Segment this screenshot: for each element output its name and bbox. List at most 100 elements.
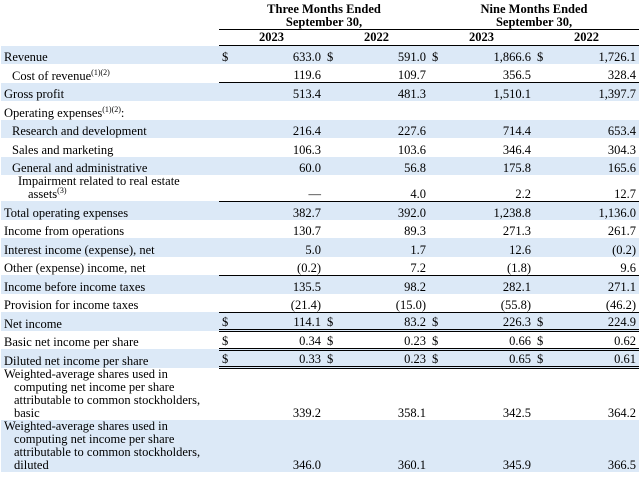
value: 2.2 (515, 186, 531, 201)
label-text: General and administrative (4, 162, 219, 175)
value: 106.3 (292, 142, 321, 157)
value: 346.4 (502, 142, 531, 157)
value-cell: 342.5 (443, 368, 534, 420)
value: 7.2 (410, 260, 426, 275)
label: Income before income taxes (4, 279, 146, 294)
value-cell: 0.65 (443, 349, 534, 369)
value: 0.65 (509, 352, 531, 366)
period-header: Three Months Ended September 30, (219, 0, 429, 30)
currency-cell: $ (219, 330, 233, 351)
currency-symbol: $ (327, 50, 334, 64)
value-cell: 0.62 (548, 330, 640, 351)
value-cell: 633.0 (233, 45, 324, 64)
value: (21.4) (290, 297, 321, 312)
value: (55.8) (500, 297, 531, 312)
value-cell: 5.0 (233, 238, 324, 257)
value-cell: 216.4 (233, 119, 324, 138)
value-cell: 103.6 (338, 138, 429, 157)
value-cell: 364.2 (548, 368, 639, 420)
currency-cell (219, 238, 233, 257)
value: 216.4 (292, 124, 321, 138)
currency-cell: $ (324, 45, 338, 64)
label: Operating expenses (4, 105, 103, 120)
currency-cell (429, 64, 443, 83)
corner (1, 0, 219, 30)
label-text: Impairment related to real estate assets… (4, 175, 219, 201)
table-row: Income from operations 130.7 89.3 271.3 261.… (1, 220, 639, 239)
value: 366.5 (607, 457, 637, 472)
value-cell: 89.3 (338, 220, 429, 239)
value-cell: (46.2) (548, 293, 640, 313)
value-cell: 7.2 (338, 256, 429, 276)
value-cell: 12.6 (443, 238, 534, 257)
currency-cell (429, 101, 443, 120)
currency-cell: $ (429, 330, 443, 351)
label-text: Other (expense) income, net (4, 262, 219, 275)
currency-cell (219, 138, 233, 157)
currency-cell (219, 101, 233, 120)
value: (0.2) (612, 242, 637, 257)
currency-cell (219, 368, 233, 420)
value: 1,510.1 (493, 87, 532, 101)
value: 5.0 (305, 242, 321, 257)
currency-cell (429, 82, 443, 101)
value: 1,726.1 (598, 50, 637, 64)
row-label: Revenue (1, 45, 219, 64)
value-cell: 130.7 (233, 220, 324, 239)
currency-cell (324, 293, 338, 313)
value: 304.3 (607, 142, 637, 157)
currency-symbol: $ (432, 315, 439, 329)
currency-symbol: $ (432, 352, 439, 366)
currency-cell (534, 82, 548, 101)
value-cell: 282.1 (443, 275, 534, 294)
value-cell: 481.3 (338, 82, 429, 101)
value: 261.7 (607, 224, 637, 238)
footnote-ref: (1)(2) (102, 104, 121, 114)
currency-cell: $ (534, 349, 548, 369)
value-cell: 345.9 (443, 419, 534, 472)
value-cell: 0.61 (548, 349, 640, 369)
currency-cell (219, 119, 233, 138)
currency-cell: $ (324, 330, 338, 351)
value-cell: 98.2 (338, 275, 429, 294)
currency-cell (324, 201, 338, 220)
value: 56.8 (404, 161, 426, 175)
value-cell: (55.8) (443, 293, 534, 313)
period-line: Three Months Ended (267, 2, 381, 16)
value: 0.34 (299, 333, 321, 348)
label-text: Research and development (4, 125, 219, 138)
value-cell: (21.4) (233, 293, 324, 313)
value-cell (338, 101, 429, 120)
currency-cell (534, 119, 548, 138)
currency-cell (324, 419, 338, 472)
value-cell: 0.66 (443, 330, 534, 351)
value: 358.1 (397, 405, 426, 420)
value-cell: 135.5 (233, 275, 324, 294)
value-cell: (0.2) (548, 238, 640, 257)
value-cell: (0.2) (233, 256, 324, 276)
label: Weighted-average shares used in computin… (4, 366, 201, 420)
row-label: Weighted-average shares used in computin… (1, 366, 219, 420)
currency-symbol: $ (327, 315, 334, 329)
currency-cell (534, 275, 548, 294)
currency-cell (219, 275, 233, 294)
value-cell: 1,397.7 (548, 82, 640, 101)
currency-cell (429, 256, 443, 276)
currency-cell (534, 256, 548, 276)
value: 1,397.7 (598, 87, 637, 101)
currency-symbol: $ (222, 333, 229, 348)
value-cell: 591.0 (338, 45, 429, 64)
label: Sales and marketing (12, 142, 114, 157)
currency-symbol: $ (432, 50, 439, 64)
value: 60.0 (299, 161, 321, 175)
value-cell: 0.23 (338, 330, 429, 351)
currency-cell (429, 175, 443, 202)
label: Net income (4, 316, 62, 331)
label: Impairment related to real estate assets (18, 174, 180, 201)
currency-cell (324, 175, 338, 202)
value-cell: 358.1 (338, 368, 429, 420)
value-cell: 9.6 (548, 256, 640, 276)
currency-cell (429, 138, 443, 157)
period-header: Nine Months Ended September 30, (429, 0, 640, 30)
label: Research and development (12, 124, 147, 138)
